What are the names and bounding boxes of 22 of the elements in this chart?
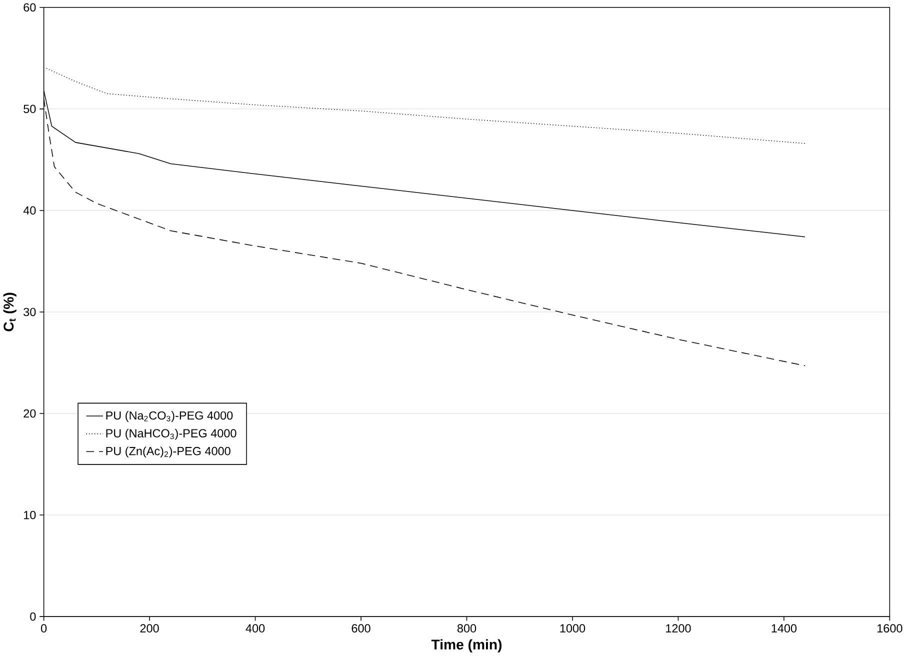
y-tick-label: 40 [23,206,36,215]
y-tick-label: 50 [24,104,36,114]
x-tick-label: 1200 [666,624,691,633]
y-tick-label: 10 [24,511,36,520]
x-tick-label: 0 [41,624,47,633]
y-axis-title: C$_{t}$ (%) [3,292,16,332]
legend-label: PU (Na$_{2}$CO$_{3}$)-PEG 4000 [106,411,233,422]
x-tick-label: 1600 [878,624,902,633]
x-tick-label: 200 [140,624,159,633]
line-series [46,68,806,144]
legend-label: PU (Zn(Ac)$_{2}$)-PEG 4000 [106,446,230,458]
legend-label: PU (NaHCO$_{3}$)-PEG 4000 [106,429,236,440]
x-axis-title: Time (min) [431,639,502,653]
x-tick-label: 600 [352,624,370,633]
y-tick-label: 30 [24,308,36,316]
x-tick-label: 1000 [560,624,586,633]
x-tick-label: 1400 [772,624,797,633]
y-tick-label: 20 [24,410,36,418]
x-tick-label: 400 [246,624,265,633]
y-tick-label: 0 [30,612,36,621]
x-tick-label: 800 [457,624,476,633]
y-tick-label: 60 [24,3,36,12]
